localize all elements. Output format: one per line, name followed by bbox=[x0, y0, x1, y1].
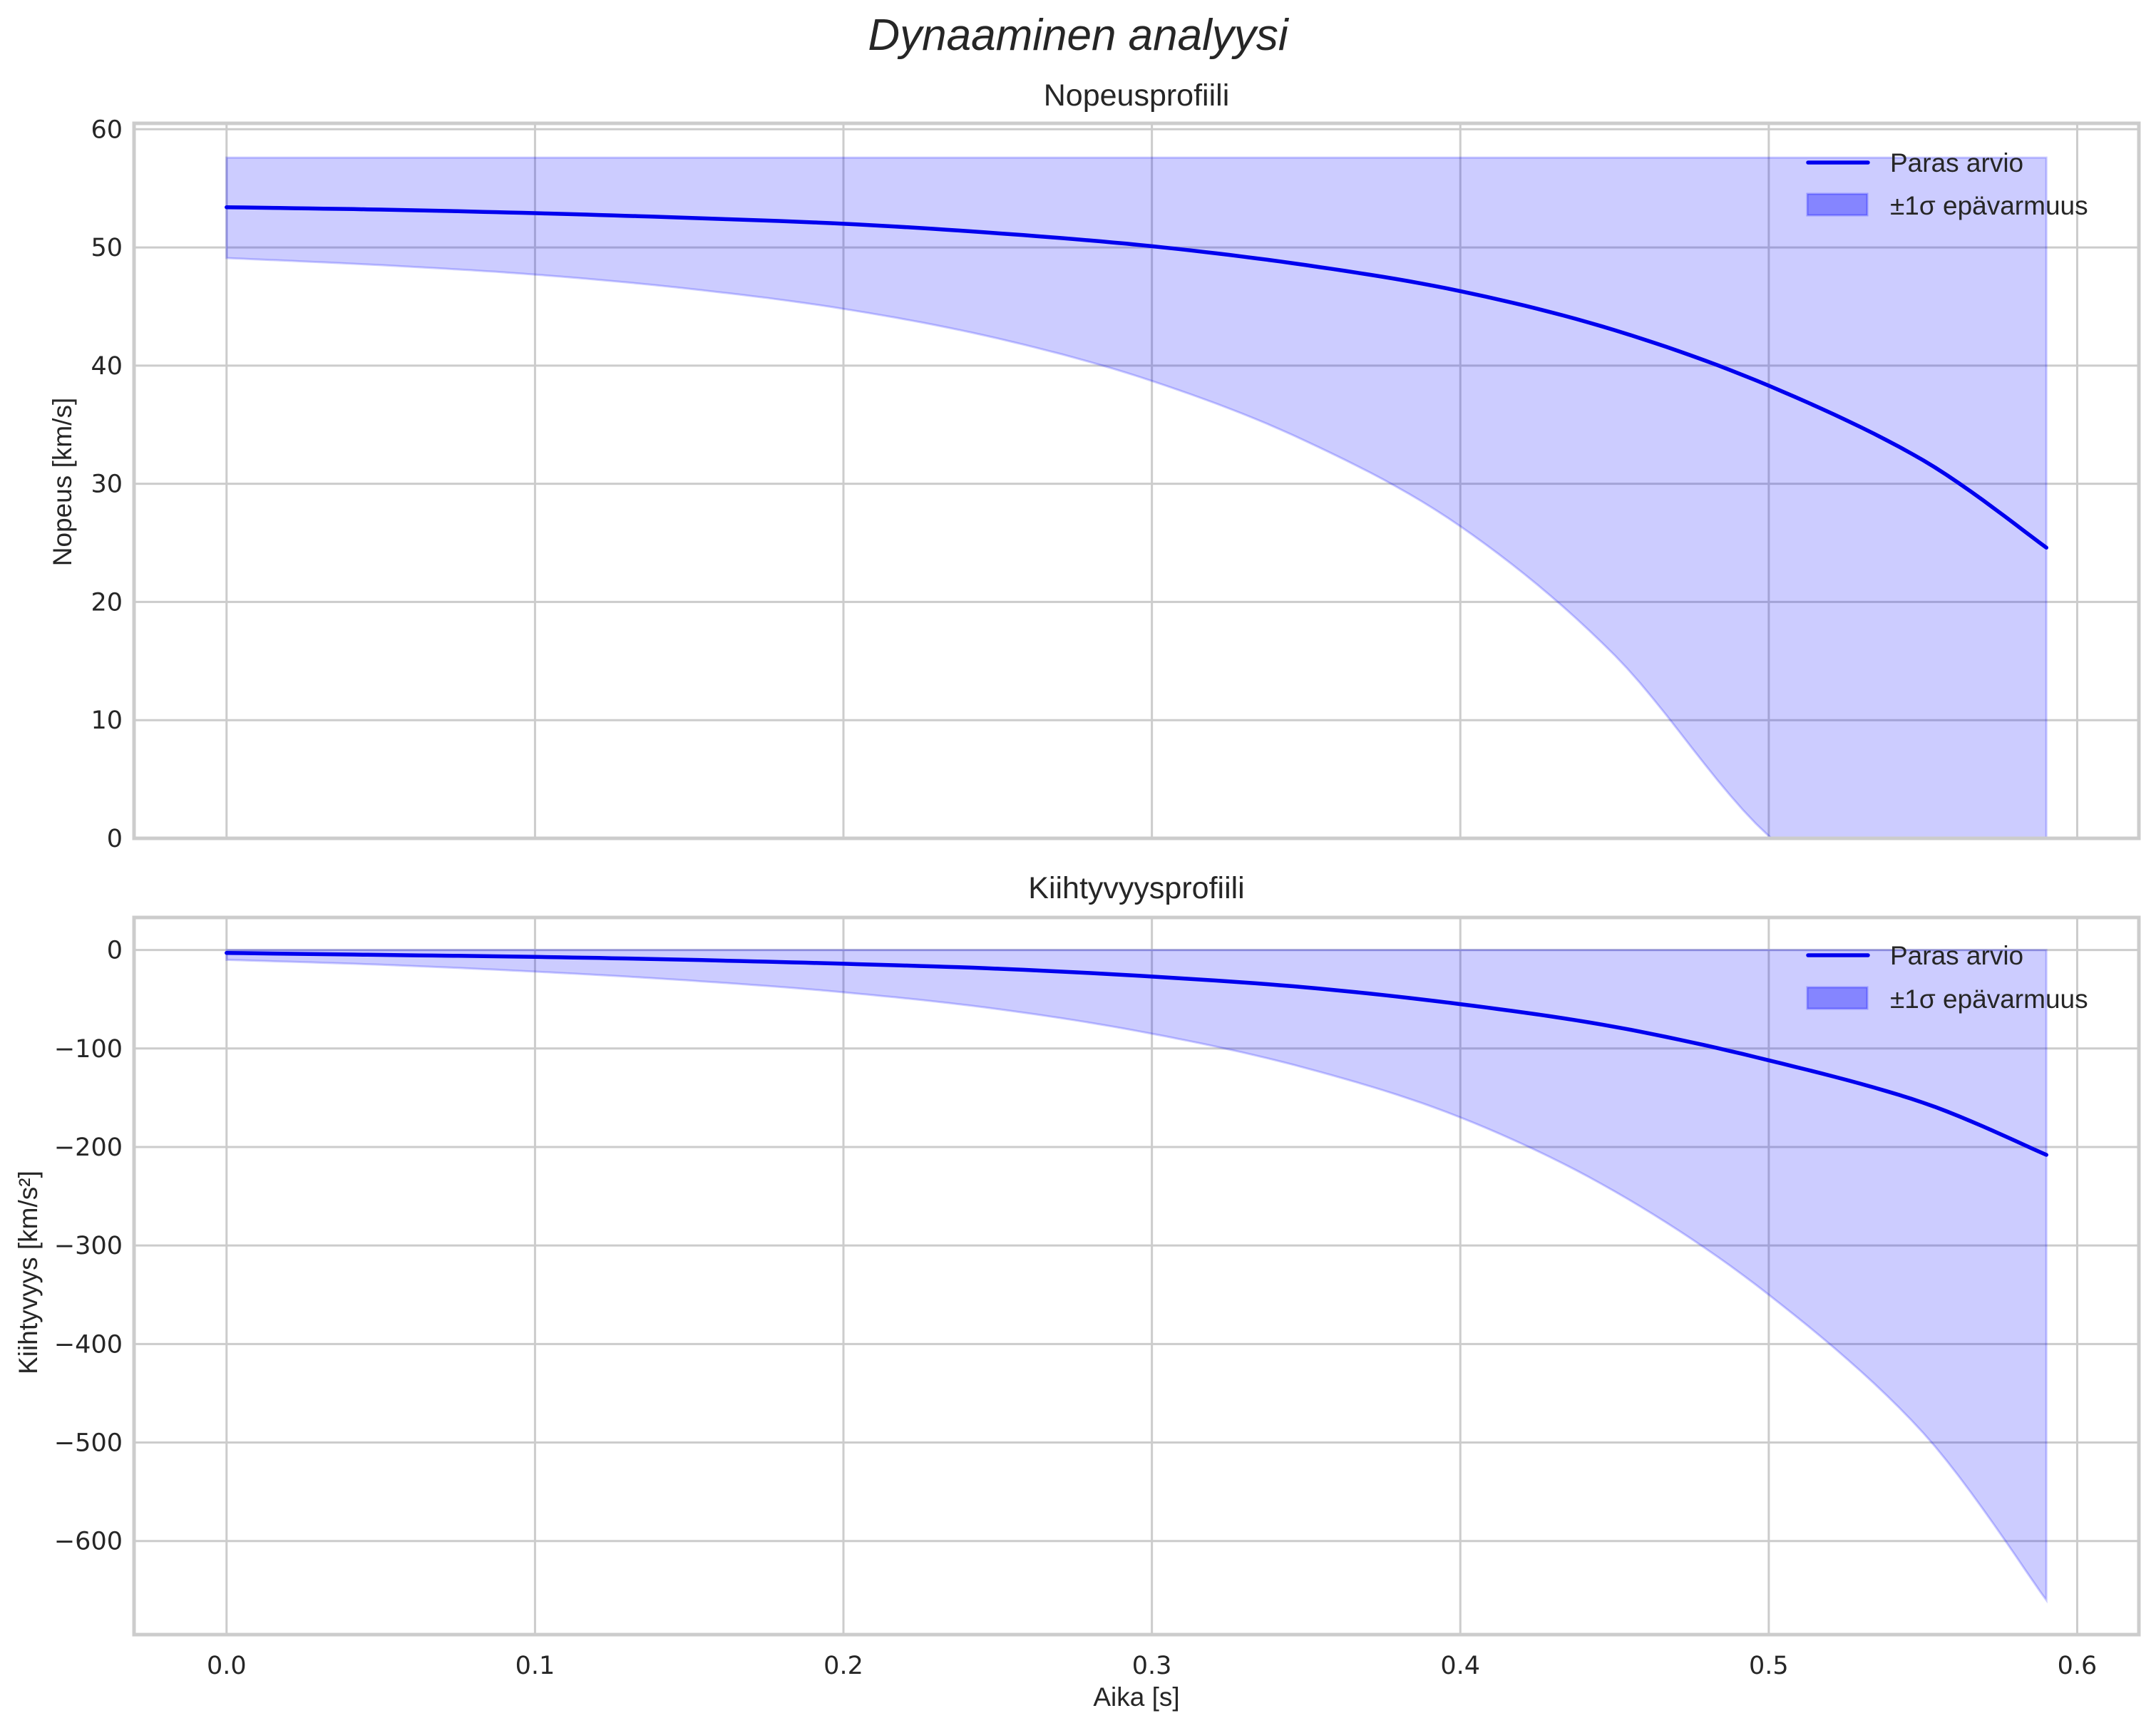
y-tick-label: 30 bbox=[91, 470, 123, 499]
acceleration-panel-title: Kiihtyvyysprofiili bbox=[1028, 871, 1244, 905]
legend-label-best: Paras arvio bbox=[1890, 148, 2023, 178]
x-tick-label: 0.5 bbox=[1749, 1652, 1789, 1680]
y-tick-label: 0 bbox=[107, 825, 123, 853]
legend-label-uncertainty: ±1σ epävarmuus bbox=[1890, 191, 2088, 220]
velocity-axes-frame bbox=[132, 121, 2141, 840]
y-tick-label: 60 bbox=[91, 115, 123, 144]
y-tick-label: 0 bbox=[107, 937, 123, 965]
velocity-legend: Paras arvio ±1σ epävarmuus bbox=[1806, 148, 2088, 220]
velocity-panel-title: Nopeusprofiili bbox=[1044, 78, 1230, 113]
acceleration-x-tick-labels: 0.0 0.1 0.2 0.3 0.4 0.5 0.6 bbox=[207, 1652, 2097, 1680]
x-axis-label: Aika [s] bbox=[1093, 1682, 1179, 1712]
velocity-panel: Nopeusprofiili 0 10 20 30 40 50 60 Nopeus [km/… bbox=[48, 78, 2141, 853]
y-tick-label: −600 bbox=[54, 1528, 123, 1556]
acceleration-y-axis-label: Kiihtyvyys [km/s²] bbox=[14, 1171, 43, 1374]
x-tick-label: 0.4 bbox=[1440, 1652, 1480, 1680]
acceleration-grid bbox=[134, 917, 2139, 1635]
y-tick-label: −200 bbox=[54, 1133, 123, 1162]
x-tick-label: 0.6 bbox=[2058, 1652, 2098, 1680]
acceleration-best-estimate-line bbox=[225, 950, 2048, 1157]
velocity-uncertainty-band bbox=[225, 156, 2048, 838]
x-tick-label: 0.0 bbox=[207, 1652, 247, 1680]
y-tick-label: 50 bbox=[91, 234, 123, 262]
y-tick-label: 20 bbox=[91, 588, 123, 617]
velocity-y-axis-label: Nopeus [km/s] bbox=[48, 398, 77, 566]
velocity-y-tick-labels: 0 10 20 30 40 50 60 bbox=[91, 115, 123, 853]
velocity-best-estimate-line bbox=[225, 205, 2048, 550]
y-tick-label: −400 bbox=[54, 1330, 123, 1359]
legend-label-best: Paras arvio bbox=[1890, 941, 2023, 970]
y-tick-label: −500 bbox=[54, 1429, 123, 1458]
figure-suptitle: Dynaaminen analyysi bbox=[868, 11, 1290, 60]
legend-label-uncertainty: ±1σ epävarmuus bbox=[1890, 984, 2088, 1014]
x-tick-label: 0.1 bbox=[515, 1652, 555, 1680]
y-tick-label: −300 bbox=[54, 1232, 123, 1260]
x-tick-label: 0.2 bbox=[823, 1652, 863, 1680]
y-tick-label: 10 bbox=[91, 706, 123, 735]
y-tick-label: −100 bbox=[54, 1035, 123, 1064]
x-tick-label: 0.3 bbox=[1132, 1652, 1172, 1680]
acceleration-y-tick-labels: 0 −100 −200 −300 −400 −500 −600 bbox=[54, 937, 123, 1556]
acceleration-legend: Paras arvio ±1σ epävarmuus bbox=[1806, 941, 2088, 1014]
y-tick-label: 40 bbox=[91, 352, 123, 381]
acceleration-axes-frame bbox=[132, 915, 2141, 1637]
legend-band-swatch bbox=[1806, 986, 1869, 1010]
acceleration-uncertainty-band bbox=[225, 949, 2048, 1604]
legend-band-swatch bbox=[1806, 192, 1869, 217]
acceleration-panel: Kiihtyvyysprofiili 0 −100 −200 −300 −400 −500… bbox=[14, 871, 2141, 1712]
